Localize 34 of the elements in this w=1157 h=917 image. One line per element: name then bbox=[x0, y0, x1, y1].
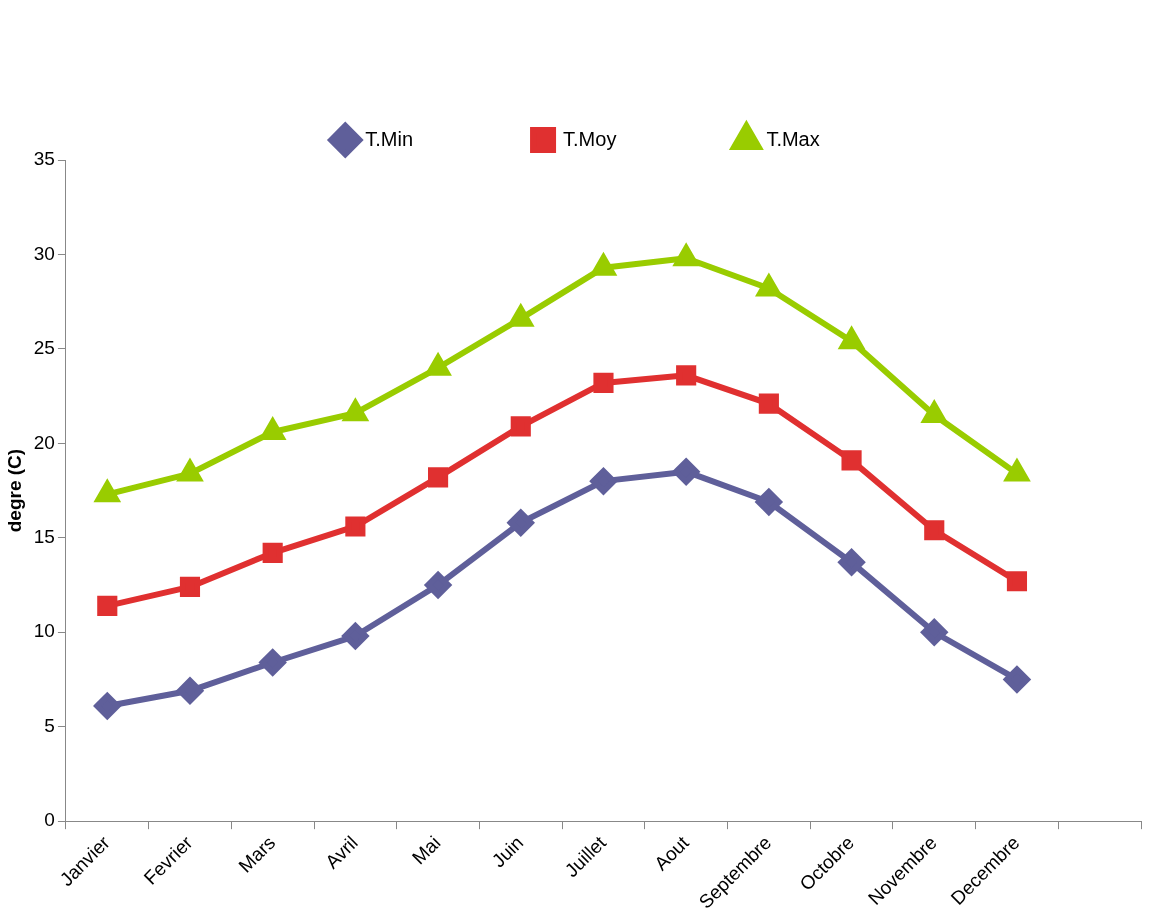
y-tick-label: 15 bbox=[33, 526, 55, 548]
y-tick-label: 25 bbox=[33, 337, 55, 359]
point bbox=[259, 649, 286, 676]
point bbox=[428, 467, 449, 488]
point bbox=[94, 692, 121, 719]
point bbox=[921, 619, 948, 646]
point bbox=[176, 677, 203, 704]
point bbox=[1003, 666, 1030, 693]
y-tick-label: 35 bbox=[33, 148, 55, 170]
point bbox=[755, 488, 782, 515]
y-tick-label: 30 bbox=[33, 242, 55, 264]
point bbox=[345, 516, 366, 537]
point bbox=[838, 549, 865, 576]
legend-label: T.Min bbox=[365, 127, 414, 150]
point bbox=[841, 450, 862, 471]
legend-label: T.Moy bbox=[563, 127, 617, 150]
point bbox=[262, 542, 283, 563]
y-tick-label: 10 bbox=[33, 620, 55, 642]
point bbox=[97, 595, 118, 616]
y-tick-label: 5 bbox=[44, 714, 55, 736]
point bbox=[342, 623, 369, 650]
point bbox=[179, 576, 201, 597]
point bbox=[425, 572, 452, 599]
x-tick-label: Mai bbox=[408, 831, 445, 869]
point bbox=[507, 509, 534, 536]
y-tick-label: 20 bbox=[33, 431, 55, 453]
point bbox=[1006, 571, 1028, 592]
x-tick-label: Juin bbox=[487, 831, 528, 872]
y-tick-label: 0 bbox=[44, 809, 55, 831]
point bbox=[924, 520, 945, 541]
point bbox=[590, 468, 617, 495]
y-axis-title: degre (C) bbox=[3, 448, 25, 533]
point bbox=[673, 458, 700, 485]
legend-label: T.Max bbox=[766, 127, 820, 150]
